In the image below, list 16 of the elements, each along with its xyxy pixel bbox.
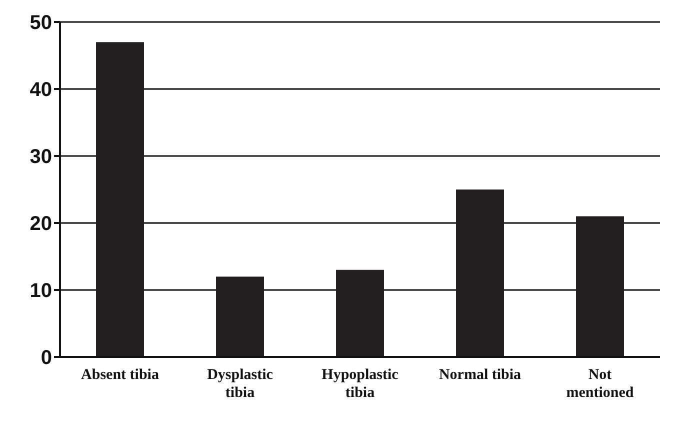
x-tick-label: Not mentioned [566, 367, 634, 401]
bar [216, 276, 264, 357]
bar [576, 216, 624, 357]
x-tick-label: Dysplastic tibia [207, 367, 274, 401]
bar [336, 270, 384, 357]
x-tick-label: Normal tibia [438, 367, 522, 383]
y-tick-label: 30 [30, 146, 52, 168]
y-tick-label: 50 [30, 12, 52, 34]
bar [456, 190, 504, 357]
bar [96, 42, 144, 357]
y-tick-label: 20 [30, 213, 52, 236]
y-tick-label: 10 [30, 280, 52, 302]
y-tick-label: 40 [30, 79, 52, 102]
x-tick-label: Hypoplastic tibia [322, 367, 399, 401]
y-tick-label: 0 [40, 347, 52, 370]
x-tick-label: Absent tibia [81, 367, 160, 383]
